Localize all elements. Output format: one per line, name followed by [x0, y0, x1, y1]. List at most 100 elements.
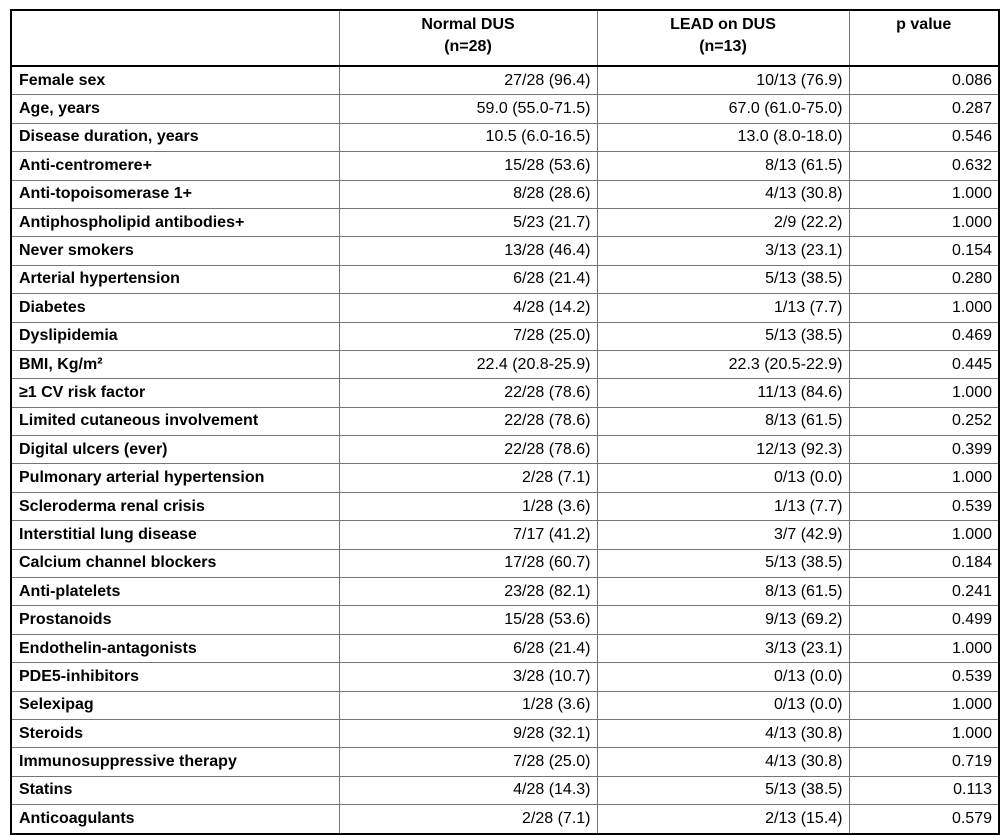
p-value: 0.499 [848, 605, 1000, 635]
row-label: Never smokers [10, 236, 340, 266]
table-row: Pulmonary arterial hypertension 2/28 (7.… [10, 463, 1000, 493]
row-label: Selexipag [10, 690, 340, 720]
lead-dus-value: 3/13 (23.1) [596, 633, 850, 664]
normal-dus-value: 23/28 (82.1) [338, 577, 598, 607]
normal-dus-value: 27/28 (96.4) [338, 65, 598, 96]
normal-dus-value: 6/28 (21.4) [338, 264, 598, 295]
table-row: Limited cutaneous involvement 22/28 (78.… [10, 406, 1000, 437]
normal-dus-value: 22.4 (20.8-25.9) [338, 349, 598, 380]
table-row: Endothelin-antagonists 6/28 (21.4) 3/13 … [10, 633, 1000, 664]
table-row: Dyslipidemia 7/28 (25.0) 5/13 (38.5) 0.4… [10, 321, 1000, 351]
row-label: Limited cutaneous involvement [10, 406, 340, 437]
lead-dus-value: 4/13 (30.8) [596, 747, 850, 777]
table-row: Anti-topoisomerase 1+ 8/28 (28.6) 4/13 (… [10, 179, 1000, 209]
normal-dus-value: 6/28 (21.4) [338, 633, 598, 664]
p-value: 1.000 [848, 179, 1000, 209]
column-header-sublabel: (n=28) [444, 38, 492, 55]
table-row: Steroids 9/28 (32.1) 4/13 (30.8) 1.000 [10, 718, 1000, 749]
normal-dus-value: 4/28 (14.2) [338, 293, 598, 323]
column-header-label: p value [896, 16, 952, 33]
normal-dus-value: 3/28 (10.7) [338, 662, 598, 692]
table-row: Statins 4/28 (14.3) 5/13 (38.5) 0.113 [10, 775, 1000, 806]
row-label: Endothelin-antagonists [10, 633, 340, 664]
lead-dus-value: 22.3 (20.5-22.9) [596, 349, 850, 380]
row-label: Dyslipidemia [10, 321, 340, 351]
p-value: 0.086 [848, 65, 1000, 96]
row-label: Statins [10, 775, 340, 806]
table-header: Normal DUS (n=28) LEAD on DUS (n=13) p v… [10, 9, 1000, 67]
lead-dus-value: 10/13 (76.9) [596, 65, 850, 96]
p-value: 0.184 [848, 548, 1000, 579]
p-value: 0.113 [848, 775, 1000, 806]
table-row: Anti-centromere+ 15/28 (53.6) 8/13 (61.5… [10, 151, 1000, 181]
lead-dus-value: 11/13 (84.6) [596, 378, 850, 408]
row-label: Interstitial lung disease [10, 520, 340, 550]
lead-dus-value: 0/13 (0.0) [596, 690, 850, 720]
lead-dus-value: 5/13 (38.5) [596, 548, 850, 579]
p-value: 0.632 [848, 151, 1000, 181]
table-row: Disease duration, years 10.5 (6.0-16.5) … [10, 122, 1000, 153]
p-value: 0.241 [848, 577, 1000, 607]
header-row: Normal DUS (n=28) LEAD on DUS (n=13) p v… [10, 9, 1000, 67]
table-row: Calcium channel blockers 17/28 (60.7) 5/… [10, 548, 1000, 579]
lead-dus-value: 5/13 (38.5) [596, 264, 850, 295]
column-header-empty [10, 9, 340, 67]
p-value: 0.539 [848, 662, 1000, 692]
normal-dus-value: 1/28 (3.6) [338, 690, 598, 720]
normal-dus-value: 8/28 (28.6) [338, 179, 598, 209]
lead-dus-value: 2/9 (22.2) [596, 207, 850, 238]
table-row: Age, years 59.0 (55.0-71.5) 67.0 (61.0-7… [10, 94, 1000, 124]
normal-dus-value: 7/28 (25.0) [338, 321, 598, 351]
table-body: Female sex 27/28 (96.4) 10/13 (76.9) 0.0… [10, 65, 1000, 835]
column-header-p-value: p value [848, 9, 1000, 67]
column-header-lead-on-dus: LEAD on DUS (n=13) [596, 9, 850, 67]
p-value: 0.469 [848, 321, 1000, 351]
lead-dus-value: 3/13 (23.1) [596, 236, 850, 266]
table-row: Selexipag 1/28 (3.6) 0/13 (0.0) 1.000 [10, 690, 1000, 720]
table-row: Never smokers 13/28 (46.4) 3/13 (23.1) 0… [10, 236, 1000, 266]
p-value: 0.287 [848, 94, 1000, 124]
normal-dus-value: 15/28 (53.6) [338, 151, 598, 181]
lead-dus-value: 67.0 (61.0-75.0) [596, 94, 850, 124]
row-label: Anticoagulants [10, 804, 340, 835]
row-label: Calcium channel blockers [10, 548, 340, 579]
row-label: Anti-platelets [10, 577, 340, 607]
p-value: 1.000 [848, 520, 1000, 550]
table-row: Interstitial lung disease 7/17 (41.2) 3/… [10, 520, 1000, 550]
normal-dus-value: 17/28 (60.7) [338, 548, 598, 579]
column-header-sublabel: (n=13) [699, 38, 747, 55]
normal-dus-value: 7/28 (25.0) [338, 747, 598, 777]
normal-dus-value: 22/28 (78.6) [338, 378, 598, 408]
row-label: ≥1 CV risk factor [10, 378, 340, 408]
row-label: Diabetes [10, 293, 340, 323]
row-label: Anti-topoisomerase 1+ [10, 179, 340, 209]
table-container: Normal DUS (n=28) LEAD on DUS (n=13) p v… [10, 9, 1000, 835]
lead-dus-value: 9/13 (69.2) [596, 605, 850, 635]
p-value: 0.154 [848, 236, 1000, 266]
p-value: 0.280 [848, 264, 1000, 295]
column-header-label: LEAD on DUS [670, 16, 776, 33]
row-label: Arterial hypertension [10, 264, 340, 295]
normal-dus-value: 59.0 (55.0-71.5) [338, 94, 598, 124]
lead-dus-value: 0/13 (0.0) [596, 463, 850, 493]
lead-dus-value: 3/7 (42.9) [596, 520, 850, 550]
normal-dus-value: 5/23 (21.7) [338, 207, 598, 238]
p-value: 1.000 [848, 633, 1000, 664]
row-label: Digital ulcers (ever) [10, 435, 340, 465]
p-value: 1.000 [848, 378, 1000, 408]
table-row: Female sex 27/28 (96.4) 10/13 (76.9) 0.0… [10, 65, 1000, 96]
p-value: 0.399 [848, 435, 1000, 465]
p-value: 1.000 [848, 207, 1000, 238]
row-label: Age, years [10, 94, 340, 124]
lead-dus-value: 12/13 (92.3) [596, 435, 850, 465]
p-value: 1.000 [848, 718, 1000, 749]
lead-dus-value: 1/13 (7.7) [596, 293, 850, 323]
lead-dus-value: 8/13 (61.5) [596, 406, 850, 437]
row-label: Female sex [10, 65, 340, 96]
normal-dus-value: 9/28 (32.1) [338, 718, 598, 749]
column-header-normal-dus: Normal DUS (n=28) [338, 9, 598, 67]
normal-dus-value: 10.5 (6.0-16.5) [338, 122, 598, 153]
lead-dus-value: 0/13 (0.0) [596, 662, 850, 692]
clinical-characteristics-table: Normal DUS (n=28) LEAD on DUS (n=13) p v… [10, 9, 1000, 835]
p-value: 1.000 [848, 463, 1000, 493]
